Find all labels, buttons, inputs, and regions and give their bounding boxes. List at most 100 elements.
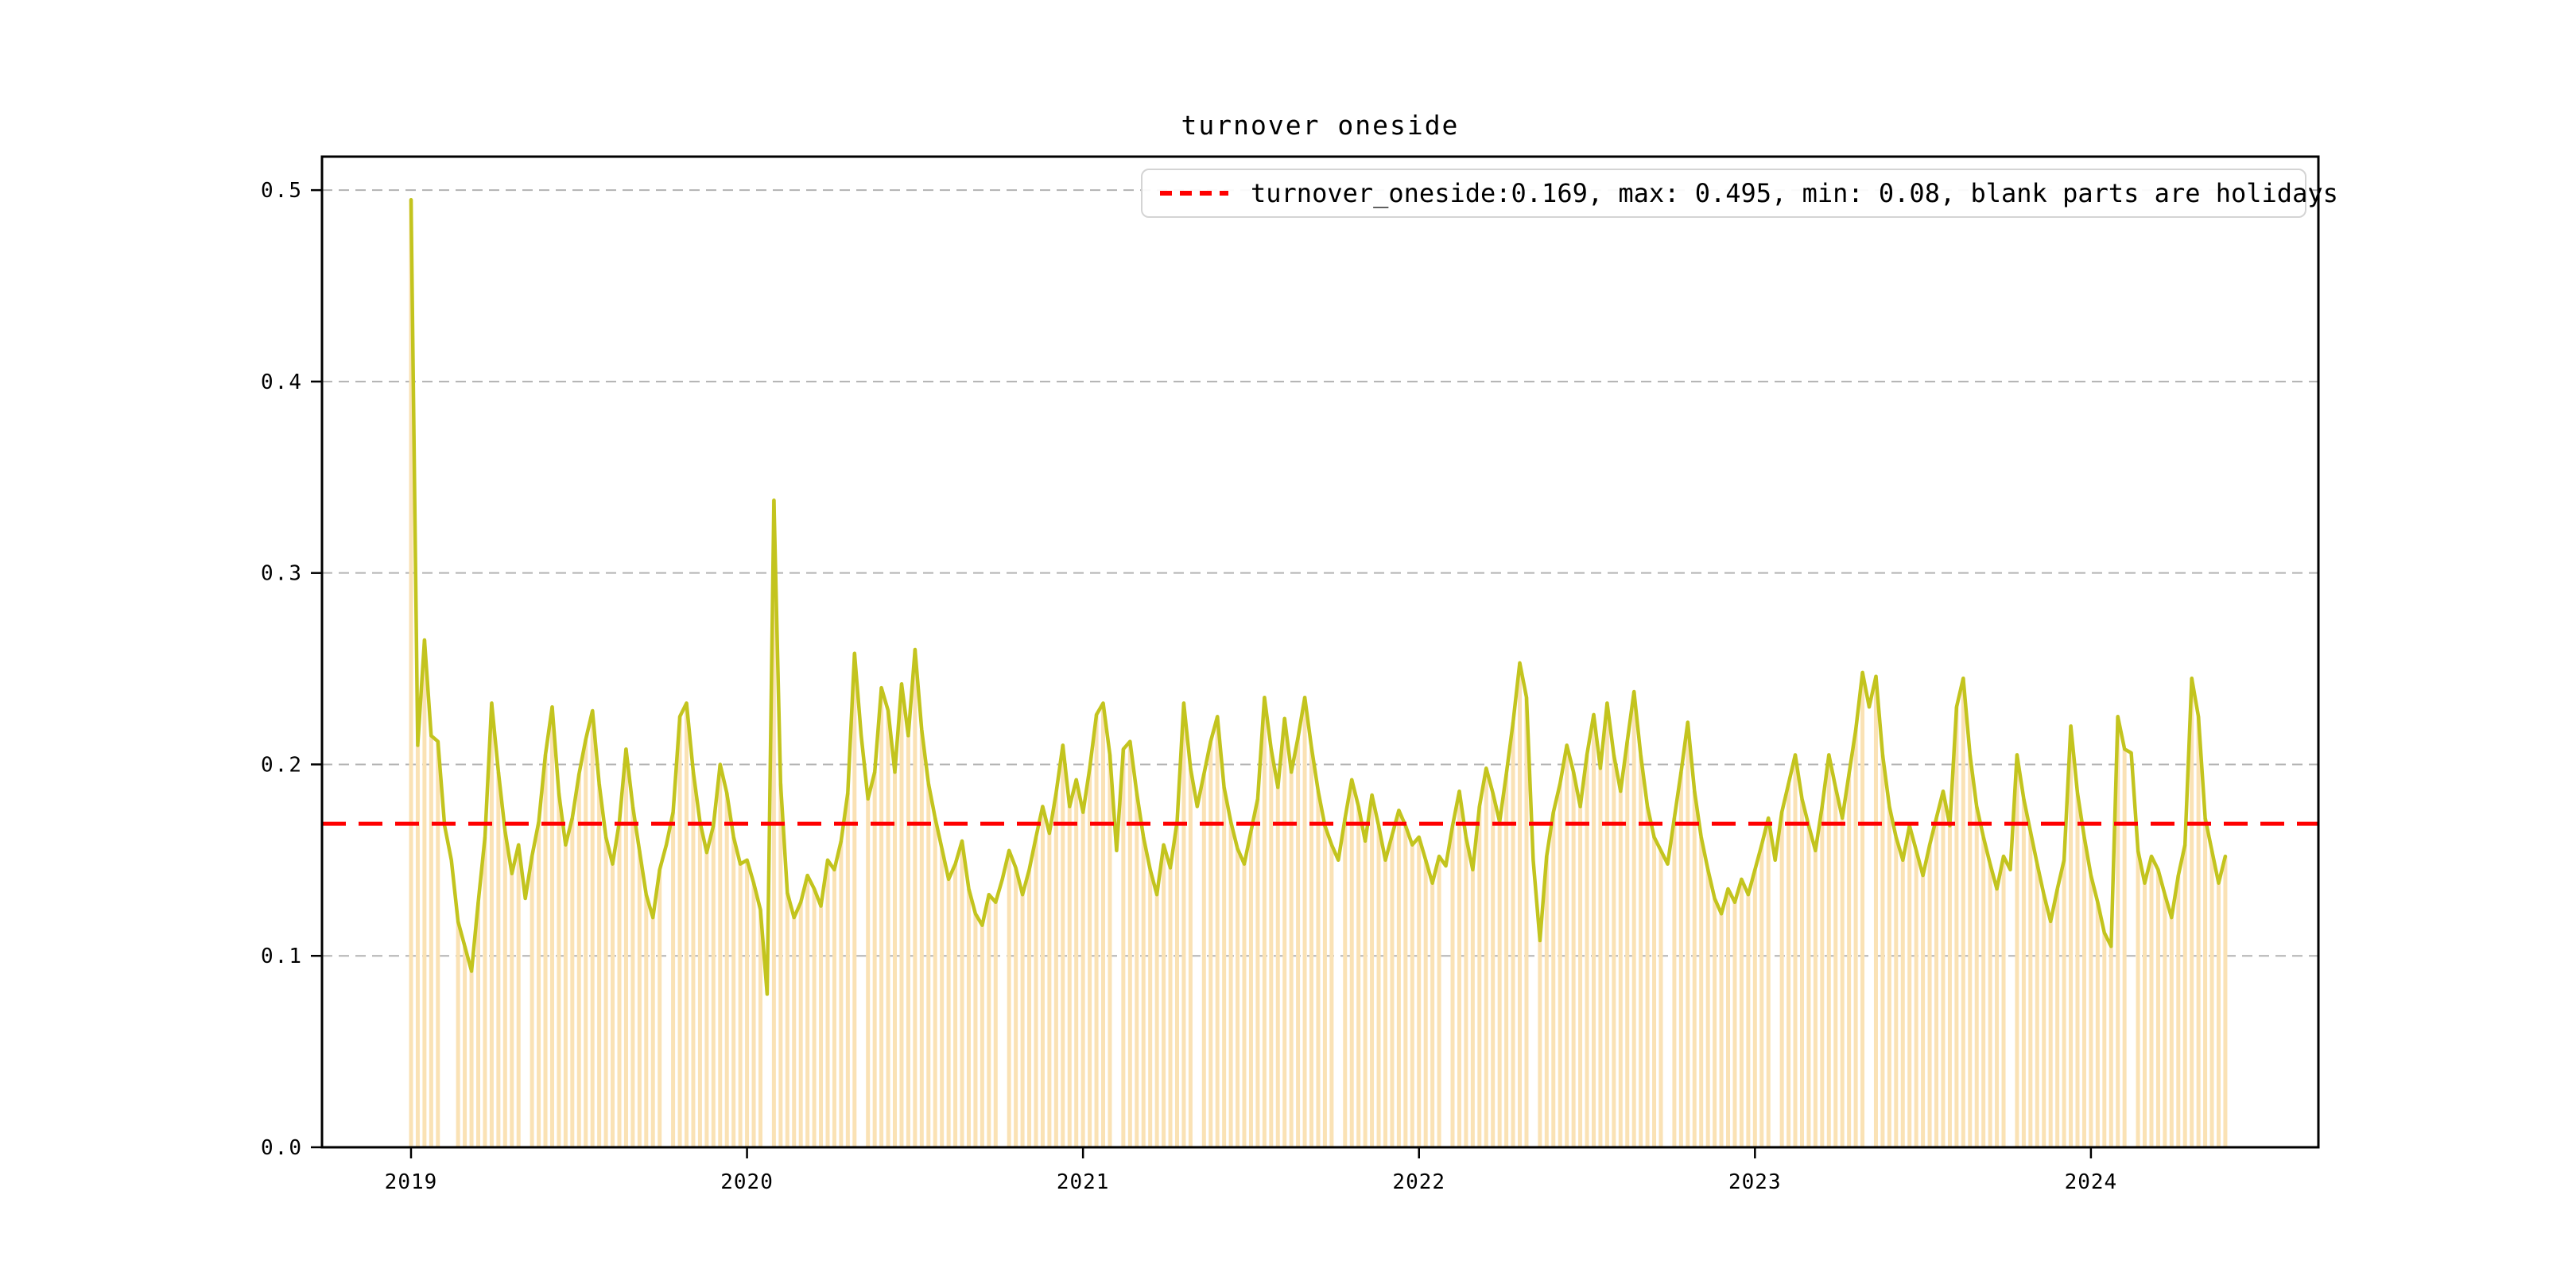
- turnover-bar: [731, 836, 736, 1147]
- turnover-bar: [2176, 875, 2181, 1147]
- turnover-bar: [2109, 946, 2113, 1147]
- turnover-bar: [1222, 787, 1227, 1147]
- turnover-bar: [429, 735, 433, 1147]
- turnover-bar: [704, 852, 709, 1147]
- turnover-bar: [1484, 768, 1488, 1147]
- turnover-bar: [2015, 755, 2019, 1147]
- x-tick-label: 2023: [1728, 1170, 1782, 1194]
- turnover-bar: [1282, 718, 1287, 1147]
- turnover-bar: [1779, 812, 1784, 1147]
- turnover-bar: [1061, 745, 1065, 1147]
- turnover-bar: [1470, 869, 1475, 1147]
- turnover-bar: [2055, 888, 2060, 1147]
- turnover-bar: [973, 914, 978, 1147]
- turnover-bar: [724, 793, 729, 1147]
- turnover-bar: [1672, 817, 1677, 1147]
- turnover-bar: [1921, 875, 1926, 1147]
- turnover-bar: [476, 902, 481, 1147]
- turnover-bar: [1752, 869, 1757, 1147]
- y-tick-label: 0.4: [261, 370, 303, 394]
- turnover-bar: [1880, 755, 1885, 1147]
- turnover-bar: [1101, 703, 1106, 1147]
- turnover-bar: [1518, 662, 1523, 1147]
- turnover-bar: [2028, 831, 2033, 1147]
- x-tick-label: 2024: [2065, 1170, 2118, 1194]
- turnover-bar: [718, 764, 723, 1147]
- turnover-bar: [1162, 844, 1166, 1147]
- turnover-bar: [906, 735, 910, 1147]
- turnover-bar: [832, 869, 836, 1147]
- turnover-bar: [1746, 894, 1751, 1147]
- turnover-bar: [879, 688, 884, 1147]
- turnover-bar: [1457, 791, 1461, 1147]
- turnover-bar: [630, 806, 635, 1147]
- turnover-bar: [1188, 768, 1193, 1147]
- turnover-bar: [1316, 791, 1321, 1147]
- turnover-bar: [1127, 741, 1132, 1147]
- turnover-bar: [456, 921, 460, 1147]
- turnover-bar: [1383, 859, 1387, 1147]
- turnover-bar: [1356, 806, 1361, 1147]
- turnover-bar: [1900, 859, 1905, 1147]
- turnover-bar: [2209, 850, 2214, 1147]
- turnover-bar: [2035, 863, 2039, 1147]
- turnover-bar: [1544, 856, 1549, 1147]
- turnover-bar: [1067, 806, 1072, 1147]
- turnover-bar: [549, 707, 554, 1147]
- turnover-bar: [1705, 869, 1710, 1147]
- turnover-bar: [1027, 869, 1032, 1147]
- turnover-bar: [1275, 787, 1280, 1147]
- turnover-bar: [913, 649, 918, 1147]
- turnover-bar: [1585, 755, 1589, 1147]
- turnover-bar: [617, 821, 622, 1147]
- turnover-bar: [1995, 888, 2000, 1147]
- turnover-bar: [946, 879, 951, 1147]
- turnover-bar: [1947, 825, 1952, 1147]
- turnover-bar: [1618, 791, 1623, 1147]
- turnover-bar: [597, 783, 602, 1147]
- x-tick-label: 2022: [1392, 1170, 1445, 1194]
- turnover-bar: [812, 888, 817, 1147]
- y-tick-label: 0.1: [261, 945, 303, 968]
- turnover-bar: [537, 821, 541, 1147]
- turnover-bar: [953, 863, 958, 1147]
- turnover-bar: [1853, 730, 1858, 1147]
- turnover-bar: [1907, 825, 1912, 1147]
- turnover-bar: [1820, 806, 1825, 1147]
- turnover-bar: [966, 888, 971, 1147]
- turnover-bar: [2116, 716, 2120, 1147]
- turnover-bar: [1269, 749, 1274, 1147]
- turnover-bar: [987, 894, 991, 1147]
- turnover-bar: [2062, 859, 2066, 1147]
- turnover-bar: [1988, 863, 1992, 1147]
- turnover-bar: [785, 892, 789, 1147]
- turnover-bar: [845, 793, 850, 1147]
- turnover-bar: [697, 821, 702, 1147]
- turnover-bar: [1437, 856, 1441, 1147]
- turnover-bar: [1135, 793, 1139, 1147]
- mean-line-legend-marker-icon: [1160, 191, 1228, 196]
- turnover-bar: [1201, 774, 1206, 1147]
- turnover-bar: [1524, 697, 1529, 1147]
- turnover-bar: [1242, 863, 1247, 1147]
- turnover-bar: [1007, 850, 1011, 1147]
- turnover-bar: [2143, 883, 2147, 1147]
- turnover-bar: [899, 684, 904, 1147]
- turnover-bar: [1141, 836, 1146, 1147]
- turnover-bar: [1296, 737, 1301, 1147]
- turnover-bar: [1847, 774, 1852, 1147]
- turnover-bar: [1726, 888, 1731, 1147]
- turnover-bar: [543, 755, 548, 1147]
- turnover-bar: [415, 745, 420, 1147]
- turnover-bar: [1941, 791, 1946, 1147]
- turnover-bar: [872, 772, 877, 1147]
- turnover-bar: [1787, 783, 1791, 1147]
- turnover-bar: [738, 863, 743, 1147]
- turnover-bar: [691, 772, 696, 1147]
- turnover-bar: [1934, 817, 1939, 1147]
- turnover-bar: [852, 653, 857, 1147]
- turnover-bar: [2136, 850, 2140, 1147]
- turnover-bar: [409, 200, 413, 1147]
- turnover-bar: [1248, 831, 1253, 1147]
- turnover-bar: [2223, 856, 2228, 1147]
